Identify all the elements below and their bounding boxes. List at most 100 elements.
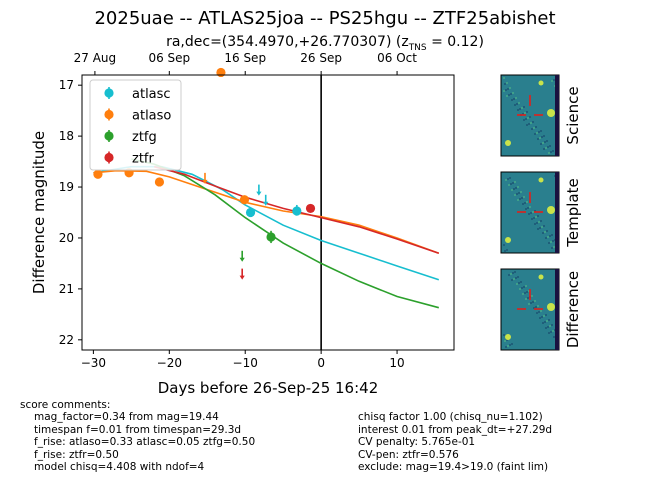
- stamp-noise: [513, 98, 515, 100]
- top-tick-label: 16 Sep: [224, 51, 266, 65]
- stamp-noise: [538, 131, 540, 133]
- stamp-noise: [545, 147, 547, 149]
- stamp-noise: [545, 327, 547, 329]
- comment-line: interest 0.01 from peak_dt=+27.29d: [358, 423, 553, 436]
- model-line-ztfr: [153, 165, 440, 254]
- stamp-noise: [508, 94, 510, 96]
- y-tick-label: 21: [59, 282, 74, 296]
- comment-line: timespan f=0.01 from timespan=29.3d: [34, 423, 242, 436]
- stamp-noise: [534, 210, 536, 212]
- legend-label-atlaso: atlaso: [132, 109, 171, 124]
- stamp-noise: [538, 221, 540, 223]
- stamp-noise: [533, 127, 535, 129]
- stamp-noise: [510, 93, 512, 95]
- stamp-noise: [542, 232, 544, 234]
- stamp-noise: [532, 211, 534, 213]
- y-tick-label: 18: [59, 129, 74, 143]
- data-point-ztfr: [305, 203, 316, 214]
- legend-marker: [104, 88, 114, 98]
- y-axis-label: Difference magnitude: [30, 131, 48, 294]
- stamp-noise: [536, 312, 538, 314]
- stamp-noise: [547, 326, 549, 328]
- stamp-noise: [550, 241, 552, 243]
- stamp-star: [505, 334, 511, 340]
- comment-line: model chisq=4.408 with ndof=4: [34, 461, 205, 473]
- stamp-colorbar-edge: [555, 172, 559, 253]
- stamp-noise: [526, 201, 528, 203]
- legend-box: [89, 79, 182, 171]
- stamp-noise: [524, 202, 526, 204]
- stamp-noise: [517, 186, 519, 188]
- stamp-noise: [517, 199, 519, 201]
- stamp-noise: [507, 178, 509, 180]
- stamp-noise: [535, 306, 537, 308]
- stamp-noise: [537, 215, 539, 217]
- stamp-noise: [504, 83, 506, 85]
- comment-line: chisq factor 1.00 (chisq_nu=1.102): [358, 411, 543, 423]
- stamp-noise: [533, 217, 535, 219]
- stamp-noise: [535, 126, 537, 128]
- model-line-atlasc: [93, 165, 440, 281]
- stamp-noise: [545, 314, 547, 316]
- stamp-noise: [527, 117, 529, 119]
- stamp-star: [505, 140, 511, 146]
- stamp-noise: [526, 111, 528, 113]
- stamp-noise: [549, 235, 551, 237]
- comment-line: CV-pen: ztfr=0.576: [358, 448, 459, 461]
- stamp-noise: [546, 230, 548, 232]
- stamp-noise: [539, 227, 541, 229]
- stamp-noise: [526, 124, 528, 126]
- stamp-noise: [551, 80, 553, 82]
- stamp-noise: [525, 298, 527, 300]
- stamp-star: [538, 177, 544, 183]
- stamp-noise: [548, 242, 550, 244]
- stamp-noise: [508, 184, 510, 186]
- stamp-label-science: Science: [564, 86, 582, 144]
- stamp-noise: [544, 321, 546, 323]
- stamp-noise: [535, 216, 537, 218]
- stamp-noise: [504, 250, 506, 252]
- stamp-noise: [510, 273, 512, 275]
- stamp-noise: [515, 187, 517, 189]
- y-tick-label: 22: [59, 333, 74, 347]
- stamp-noise: [543, 135, 545, 137]
- upper-limit-arrow-atlasc: [263, 201, 269, 206]
- stamp-noise: [512, 92, 514, 94]
- data-point-atlasc: [245, 207, 256, 218]
- stamp-label-difference: Difference: [564, 271, 582, 348]
- stamp-noise: [531, 218, 533, 220]
- stamp-noise: [548, 152, 550, 154]
- stamp-noise: [517, 276, 519, 278]
- stamp-noise: [527, 207, 529, 209]
- stamp-noise: [529, 116, 531, 118]
- data-point-atlaso: [216, 67, 226, 78]
- comments-left: mag_factor=0.34 from mag=19.44 timespan …: [34, 411, 255, 474]
- stamp-noise: [552, 150, 554, 152]
- stamp-noise: [530, 122, 532, 124]
- upper-limit-arrow-atlasc: [256, 191, 262, 196]
- y-tick-label: 17: [59, 78, 74, 92]
- subtitle-subscript: TNS: [408, 42, 427, 53]
- stamp-noise: [518, 102, 520, 104]
- stamp-noise: [505, 89, 507, 91]
- upper-limit-arrow-atlasc: [294, 211, 300, 216]
- comment-line: f_rise: ztfr=0.50: [34, 448, 119, 461]
- stamp-noise: [541, 316, 543, 318]
- figure-title: 2025uae -- ATLAS25joa -- PS25hgu -- ZTF2…: [94, 8, 556, 29]
- stamp-noise: [541, 136, 543, 138]
- stamp-noise: [531, 295, 533, 297]
- upper-limit-arrow-ztfr: [239, 275, 245, 280]
- stamp-noise: [514, 271, 516, 273]
- stamp-noise: [543, 148, 545, 150]
- stamp-noise: [550, 331, 552, 333]
- stamp-noise: [531, 128, 533, 130]
- stamp-noise: [528, 123, 530, 125]
- stamp-noise: [530, 302, 532, 304]
- stamp-noise: [536, 132, 538, 134]
- top-tick-label: 27 Aug: [74, 51, 117, 65]
- top-tick-label: 06 Sep: [148, 51, 190, 65]
- legend-label-ztfr: ztfr: [132, 152, 154, 167]
- stamp-star: [538, 80, 544, 86]
- data-point-ztfg: [266, 232, 276, 242]
- stamp-noise: [514, 181, 516, 183]
